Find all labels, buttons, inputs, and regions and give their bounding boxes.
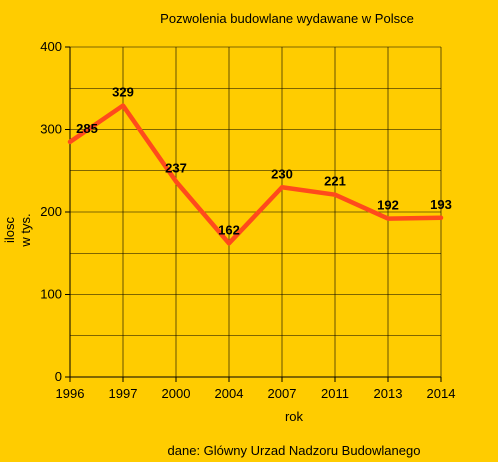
data-point (386, 216, 390, 221)
data-label: 285 (76, 121, 98, 136)
y-tick-label: 100 (40, 287, 62, 302)
data-point (333, 192, 337, 197)
data-point (121, 103, 125, 108)
data-point (174, 179, 178, 184)
data-point (68, 140, 72, 144)
data-label: 237 (165, 160, 187, 175)
grid-layer (65, 46, 442, 382)
y-tick-label: 200 (40, 204, 62, 219)
x-tick-label: 1997 (109, 386, 138, 401)
series-layer (67, 103, 444, 246)
x-tick-labels: 1996 1997 2000 2004 2007 2011 2013 2014 (56, 386, 456, 401)
data-label: 193 (430, 197, 452, 212)
data-label: 221 (324, 174, 346, 189)
y-tick-label: 400 (40, 39, 62, 54)
data-label: 192 (377, 198, 399, 213)
y-tick-label: 300 (40, 122, 62, 137)
y-tick-label: 0 (55, 369, 62, 384)
x-tick-label: 2014 (427, 386, 456, 401)
data-label: 230 (271, 166, 293, 181)
data-label: 329 (112, 85, 134, 100)
x-axis-label: rok (285, 409, 304, 424)
data-labels: 285 329 237 162 230 221 192 193 (76, 85, 452, 238)
data-point (227, 241, 231, 246)
y-axis-label-line-1: ilosc (2, 217, 17, 244)
data-point (439, 215, 443, 220)
source-note: dane: Glówny Urzad Nadzoru Budowlanego (168, 443, 421, 458)
x-tick-label: 2004 (215, 386, 244, 401)
series-line (67, 103, 444, 246)
chart-title: Pozwolenia budowlane wydawane w Polsce (160, 11, 414, 26)
x-tick-label: 2000 (162, 386, 191, 401)
data-label: 162 (218, 222, 240, 237)
y-axis-label-line-2: w tys. (18, 213, 33, 247)
x-tick-label: 2007 (268, 386, 297, 401)
x-tick-label: 2011 (321, 386, 349, 401)
y-tick-labels: 0 100 200 300 400 (40, 39, 62, 384)
data-point (280, 185, 284, 190)
x-tick-label: 1996 (56, 386, 85, 401)
x-tick-label: 2013 (374, 386, 403, 401)
